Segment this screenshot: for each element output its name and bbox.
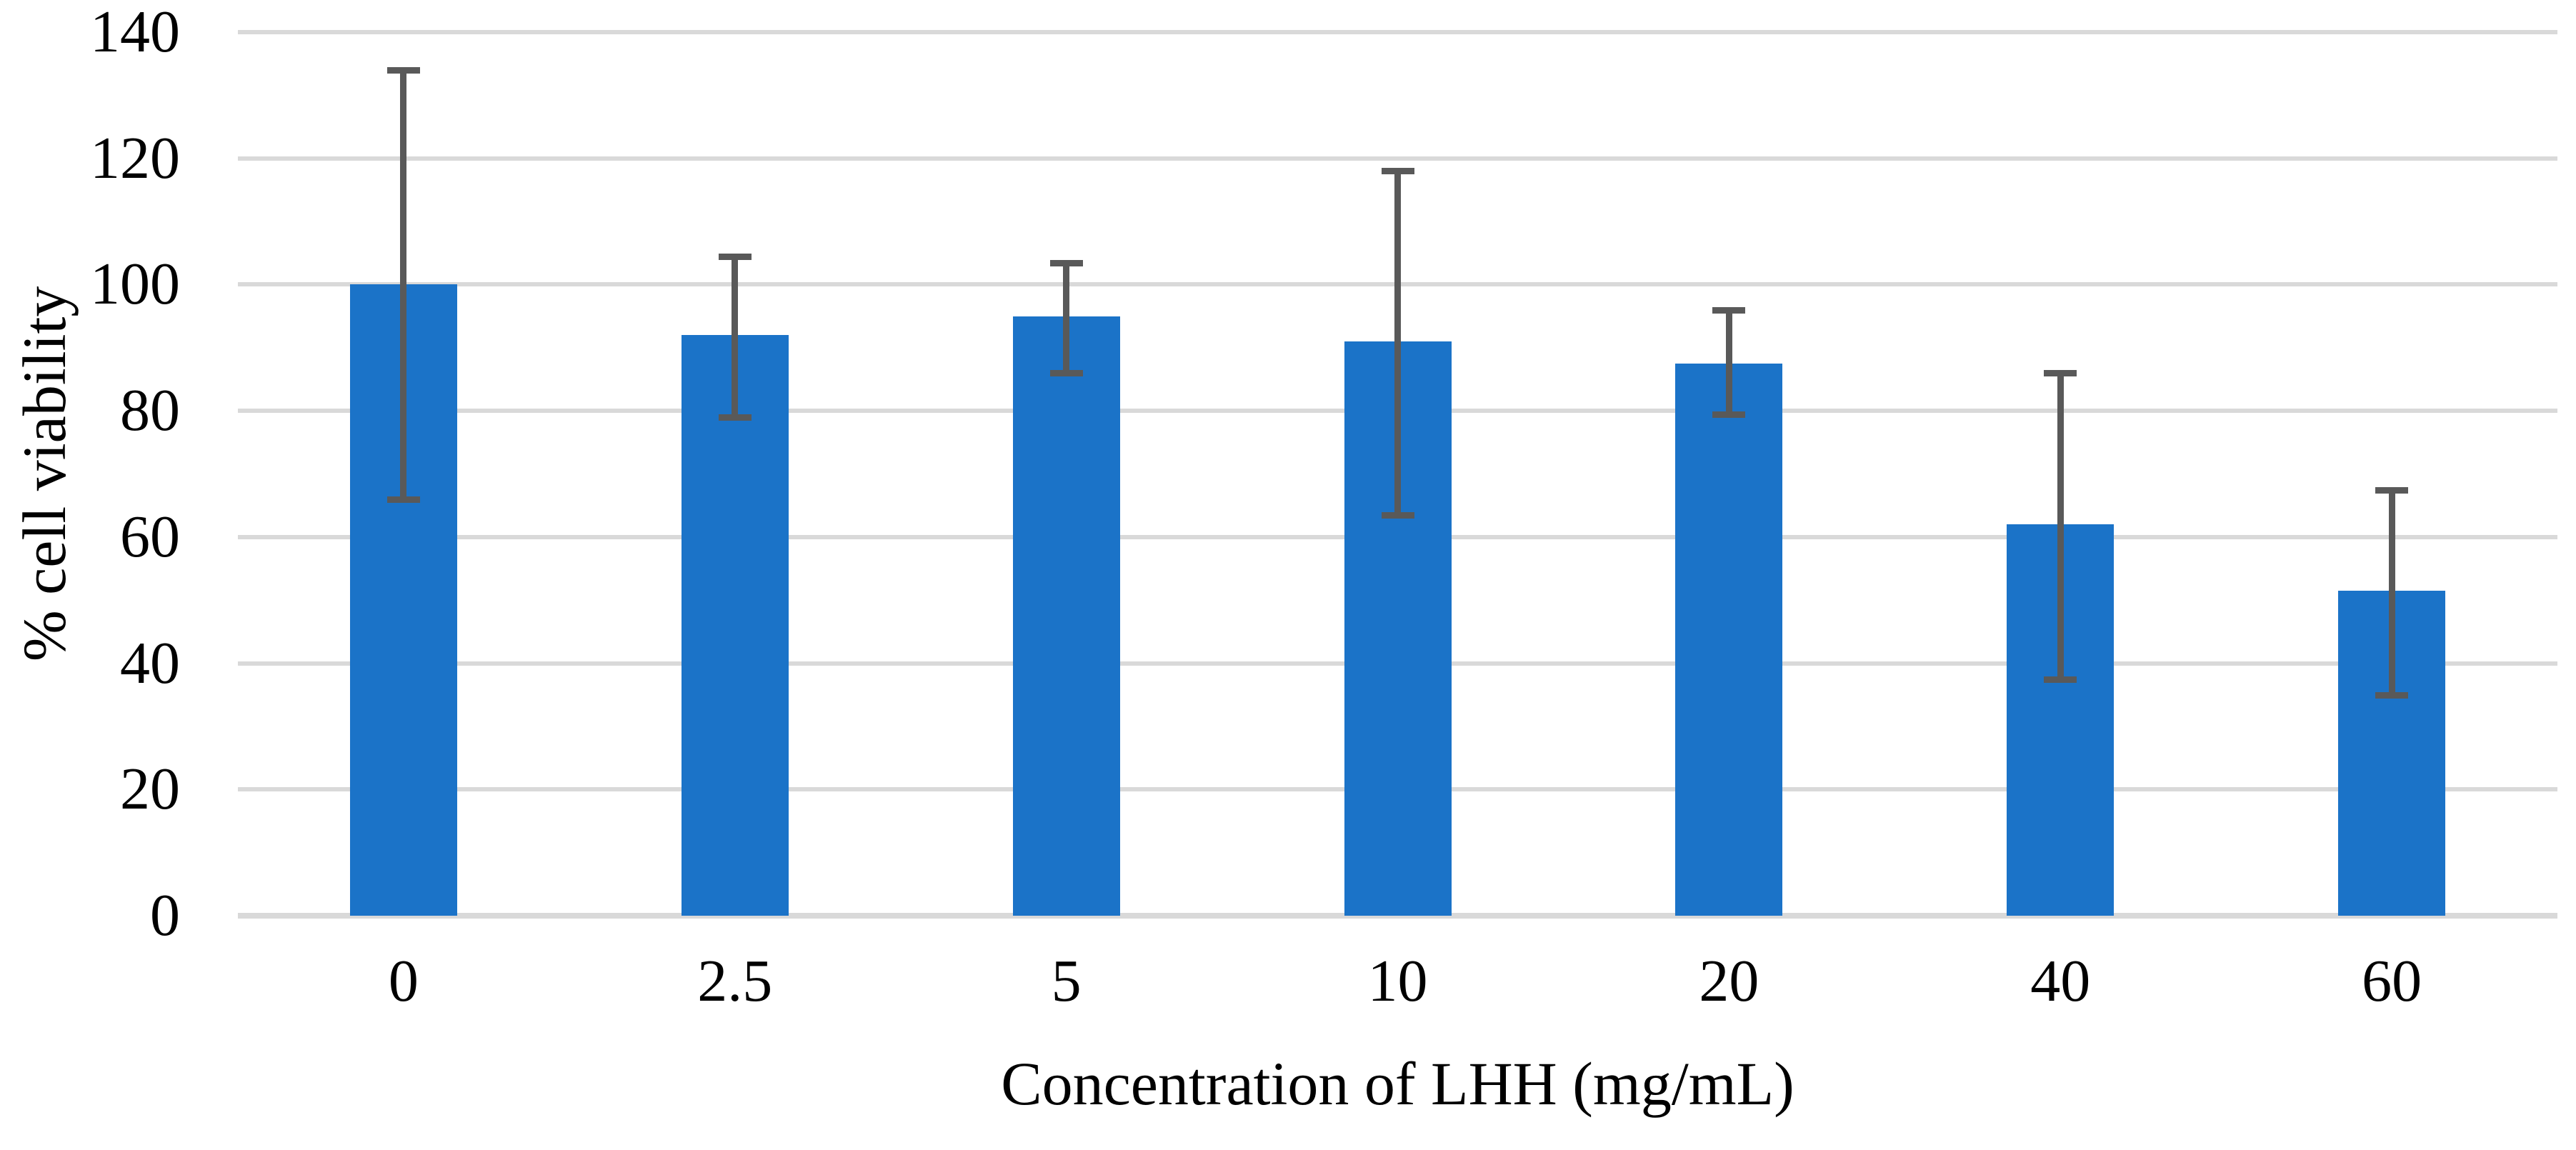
error-bar-bottom-cap-40	[2044, 676, 2077, 683]
error-bar-line-40	[2057, 373, 2064, 679]
x-tick-label-20: 20	[1699, 948, 1759, 1014]
error-bar-bottom-cap-10	[1381, 511, 1414, 519]
error-bar-top-cap-2.5	[718, 253, 752, 260]
error-bar-line-10	[1394, 171, 1401, 515]
error-bar-bottom-cap-5	[1049, 370, 1083, 377]
bar-20	[1675, 363, 1783, 916]
error-bar-top-cap-60	[2375, 486, 2409, 494]
error-bar-line-0	[400, 70, 407, 499]
gridline-y-0	[238, 913, 2557, 919]
y-tick-label-0: 0	[150, 882, 180, 949]
x-tick-label-40: 40	[2030, 948, 2091, 1014]
bar-5	[1012, 316, 1120, 916]
error-bar-bottom-cap-0	[386, 496, 420, 503]
error-bar-top-cap-0	[386, 67, 420, 74]
error-bar-line-60	[2388, 489, 2395, 695]
error-bar-line-2.5	[732, 256, 739, 417]
error-bar-bottom-cap-2.5	[718, 414, 752, 421]
x-axis-title: Concentration of LHH (mg/mL)	[1001, 1049, 1794, 1118]
y-tick-label-20: 20	[120, 756, 180, 823]
gridline-y-120	[238, 156, 2557, 161]
error-bar-top-cap-5	[1049, 259, 1083, 266]
error-bar-top-cap-20	[1712, 306, 1746, 314]
y-tick-label-100: 100	[90, 251, 180, 318]
error-bar-bottom-cap-20	[1712, 411, 1746, 418]
y-tick-label-140: 140	[90, 0, 180, 65]
y-tick-label-60: 60	[120, 503, 180, 570]
x-tick-label-60: 60	[2362, 948, 2422, 1014]
error-bar-top-cap-10	[1381, 168, 1414, 175]
x-tick-label-5: 5	[1051, 948, 1082, 1014]
gridline-y-140	[238, 30, 2557, 34]
bar-2.5	[681, 335, 789, 916]
y-tick-label-80: 80	[120, 377, 180, 444]
y-tick-label-40: 40	[120, 629, 180, 696]
error-bar-line-20	[1725, 309, 1732, 414]
x-tick-label-0: 0	[388, 948, 419, 1014]
x-tick-label-10: 10	[1367, 948, 1428, 1014]
plot-area	[238, 30, 2557, 919]
x-tick-label-2.5: 2.5	[697, 948, 773, 1014]
error-bar-top-cap-40	[2044, 370, 2077, 377]
error-bar-bottom-cap-60	[2375, 691, 2409, 699]
error-bar-line-5	[1063, 262, 1070, 374]
y-tick-label-120: 120	[90, 124, 180, 191]
